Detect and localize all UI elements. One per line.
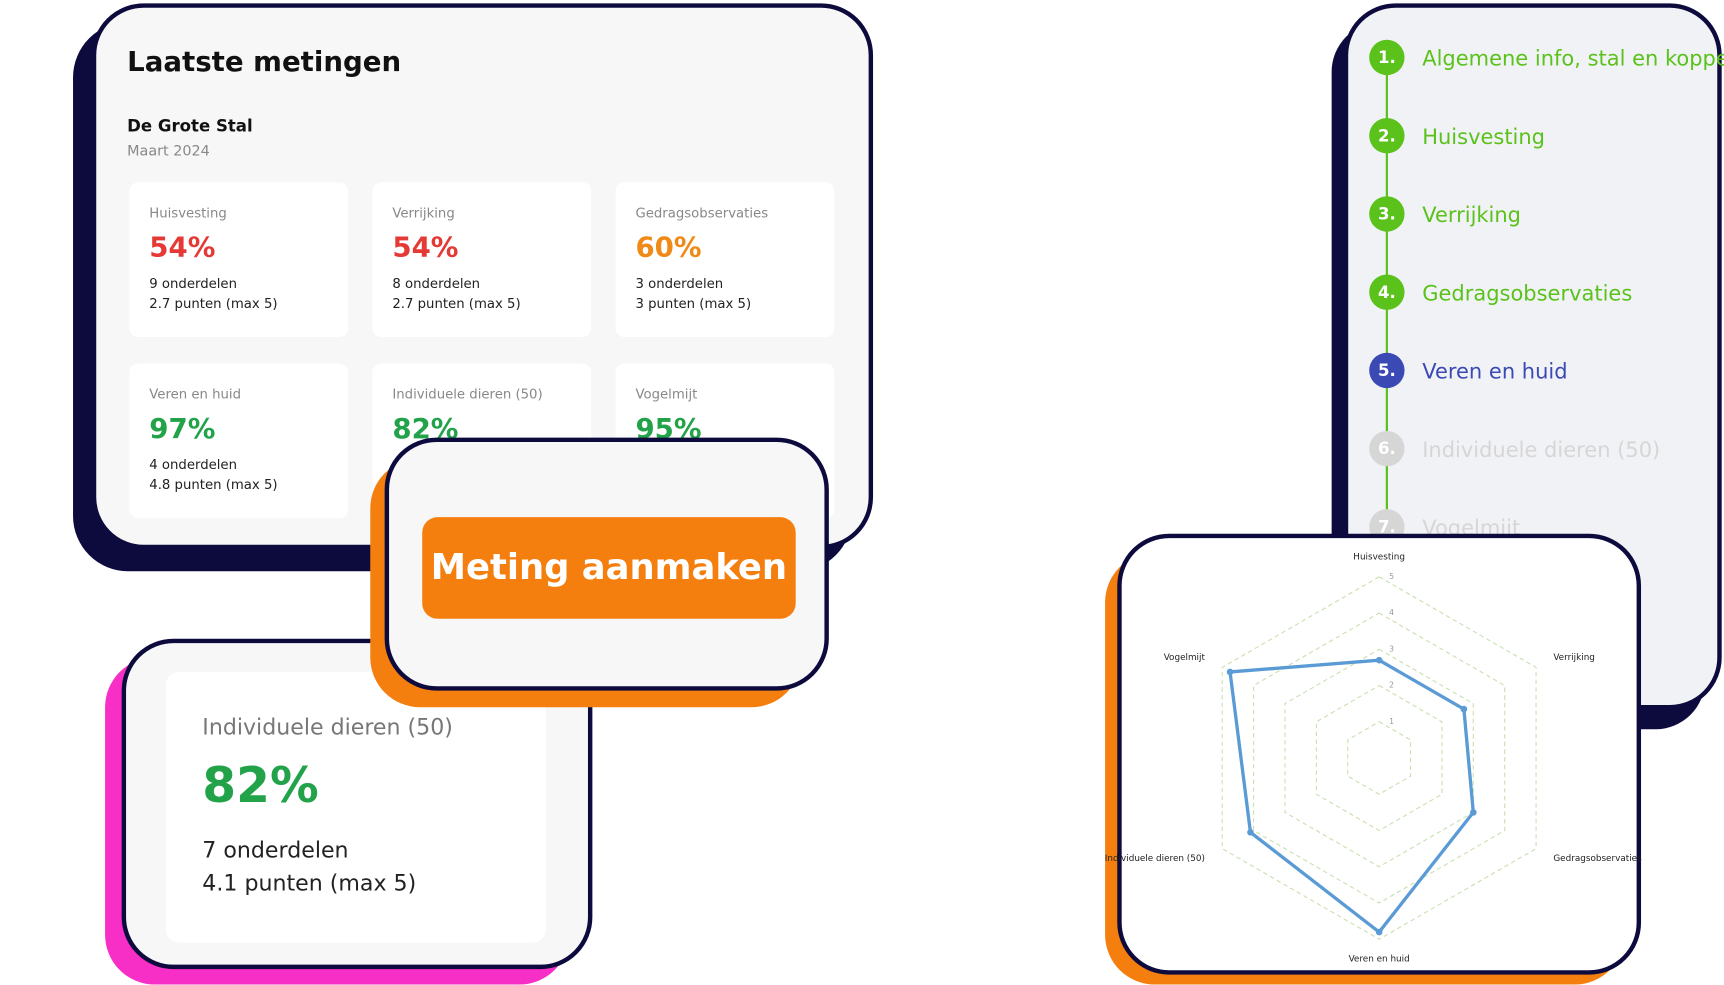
step-number: 5. — [1378, 361, 1396, 380]
tile — [129, 363, 349, 519]
axis-label: Huisvesting — [1353, 552, 1405, 562]
axis-label: Veren en huid — [1349, 955, 1410, 965]
radar-point — [1460, 705, 1468, 713]
tile-score: 54% — [392, 231, 458, 264]
step-number: 3. — [1378, 205, 1396, 224]
grid-ring — [1347, 721, 1412, 795]
grid-ring — [1253, 612, 1506, 904]
grid-ring — [1284, 648, 1474, 868]
grid-ring — [1315, 684, 1443, 832]
tile-score: 54% — [149, 231, 215, 264]
tile-label: Gedragsobservaties — [635, 206, 768, 221]
step-label[interactable]: Huisvesting — [1422, 125, 1545, 149]
date: Maart 2024 — [127, 143, 210, 159]
r-tick-label: 5 — [1389, 572, 1394, 581]
tile-score: 97% — [149, 412, 215, 445]
step-number: 2. — [1378, 126, 1396, 145]
radar-point — [1375, 656, 1383, 664]
step-circle — [1369, 118, 1405, 154]
location: De Grote Stal — [127, 117, 253, 136]
tile-label: Individuele dieren (50) — [392, 387, 542, 402]
step-label[interactable]: Gedragsobservaties — [1422, 281, 1632, 305]
radar-chart: 1 2 3 4 5 Huisvesting Verrijking Gedragsobserva… — [1105, 552, 1642, 964]
detail-score: 82% — [202, 758, 318, 814]
step-circle — [1369, 39, 1405, 76]
grid-ring — [1221, 576, 1537, 940]
detail-points: 4.1 punten (max 5) — [202, 871, 416, 897]
card-title: Laatste metingen — [127, 45, 401, 78]
create-button[interactable]: Meting aanmaken — [422, 517, 796, 619]
detail-tile — [165, 671, 546, 943]
radar-point — [1375, 928, 1383, 936]
r-tick-label: 1 — [1389, 717, 1394, 726]
step-number: 7. — [1378, 517, 1396, 536]
radar-card — [1117, 533, 1642, 975]
tile-label: Verrijking — [392, 206, 454, 221]
tile-parts: 4 onderdelen — [149, 458, 237, 473]
tile-label: Vogelmijt — [635, 387, 697, 402]
button-bg — [422, 517, 796, 619]
step-label[interactable]: Individuele dieren (50) — [1422, 438, 1660, 462]
detail-label: Individuele dieren (50) — [202, 715, 453, 741]
axis-label: Vogelmijt — [1164, 653, 1206, 663]
radar-point — [1226, 668, 1234, 676]
tile-parts: 8 onderdelen — [392, 277, 480, 292]
radar-point — [1247, 829, 1254, 836]
tile-points: 3 punten (max 5) — [635, 297, 751, 312]
tile-score: 60% — [635, 231, 701, 264]
detail-parts: 7 onderdelen — [202, 837, 348, 863]
tile-points: 4.8 punten (max 5) — [149, 478, 277, 493]
step-number: 1. — [1378, 48, 1396, 67]
axis-label: Gedragsobservaties — [1553, 854, 1642, 864]
step-circle — [1369, 196, 1405, 232]
tile — [372, 182, 592, 338]
step-label[interactable]: Verrijking — [1422, 203, 1521, 227]
button-label[interactable]: Meting aanmaken — [431, 547, 787, 588]
tile — [615, 182, 835, 338]
axis-label: Individuele dieren (50) — [1105, 854, 1205, 864]
tile-points: 2.7 punten (max 5) — [392, 297, 520, 312]
tile-parts: 9 onderdelen — [149, 277, 237, 292]
steps: 1. Algemene info, stal en koppel 2. Huisves… — [1369, 39, 1724, 545]
r-tick-label: 3 — [1389, 644, 1394, 653]
tile-points: 2.7 punten (max 5) — [149, 297, 277, 312]
step-circle — [1369, 274, 1405, 310]
tile-parts: 3 onderdelen — [635, 277, 723, 292]
tile — [129, 182, 349, 338]
tile-label: Huisvesting — [149, 206, 227, 221]
tile-label: Veren en huid — [149, 387, 241, 402]
step-circle — [1369, 430, 1405, 467]
radar-point — [1469, 809, 1477, 816]
step-label[interactable]: Veren en huid — [1422, 360, 1567, 384]
step-label[interactable]: Algemene info, stal en koppel — [1422, 47, 1724, 71]
r-tick-label: 4 — [1389, 608, 1394, 617]
axis-label: Verrijking — [1553, 653, 1595, 663]
step-number: 6. — [1378, 439, 1396, 458]
r-tick-label: 2 — [1389, 681, 1394, 690]
step-circle — [1369, 352, 1405, 389]
step-number: 4. — [1378, 283, 1396, 302]
